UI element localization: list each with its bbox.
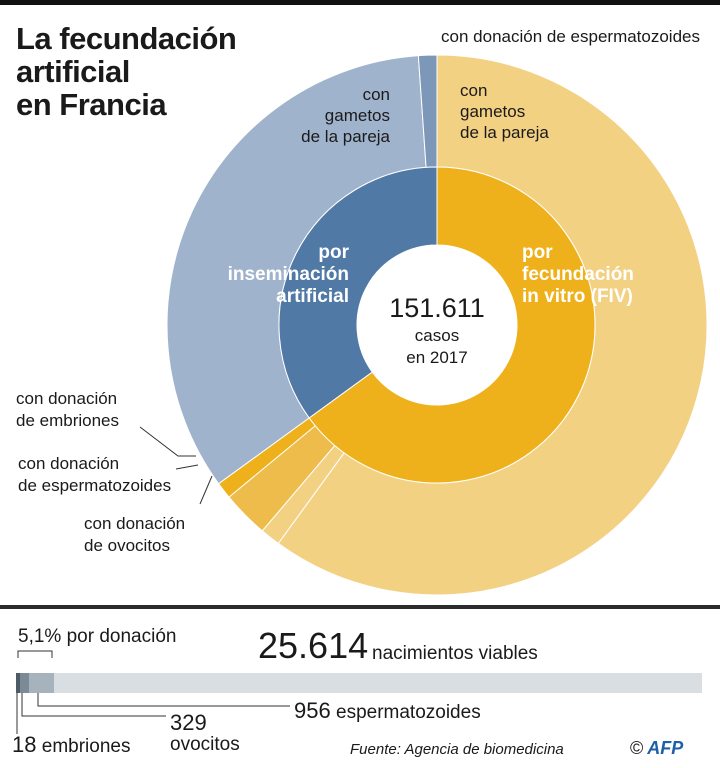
emb-number: 18 [12,732,37,757]
label-ia-pareja-3: de la pareja [301,127,390,146]
callout-embriones [139,426,196,457]
label-fiv-esperma-2: de espermatozoides [18,476,171,495]
label-fiv-2: fecundación [522,264,634,285]
copyright-symbol: © [630,738,644,758]
donation-percent: 5,1% por donación [18,626,176,648]
label-fiv-pareja-2: gametos [460,102,525,121]
label-embriones-1: con donación [16,389,117,408]
donut-chart: 151.611 casos en 2017 por inseminación a… [16,27,708,596]
births-total: 25.614 [258,625,369,666]
births-bar-segment-1 [20,673,29,693]
label-ia-1: por [318,242,349,263]
emb-text: embriones [41,736,131,757]
label-fiv-3: in vitro (FIV) [522,286,633,307]
label-ia-pareja-1: con [363,85,390,104]
label-fiv-esperma-1: con donación [18,454,119,473]
births-bar-segment-2 [28,673,55,693]
donation-percent-text: % por donación [44,626,177,647]
label-ia-2: inseminación [228,264,349,285]
page-title: La fecundación artificial en Francia [16,21,237,122]
leader-ovo [21,693,166,717]
title-line-3: en Francia [16,87,167,122]
births-bar-track [16,673,702,693]
label-ia-pareja-2: gametos [325,106,390,125]
births-bar-segment-0 [16,673,20,693]
label-ovocitos-1: con donación [84,514,185,533]
center-line-1: casos [415,326,459,345]
label-ia-esperma: con donación de espermatozoides [441,27,700,46]
afp-logo: AFP [647,738,684,758]
label-fiv-1: por [522,242,553,263]
label-ovocitos-2: de ovocitos [84,536,170,555]
credit: © AFP [630,738,683,758]
label-fiv-pareja-1: con [460,81,487,100]
leader-sperm [37,693,290,707]
donation-percent-value: 5,1 [18,626,45,647]
sperm-text: espermatozoides [336,702,481,723]
annotation-ovo: 329 ovocitos [170,712,240,756]
annotation-sperm: 956 espermatozoides [294,700,481,724]
annotation-emb: 18 embriones [12,734,130,758]
label-embriones-2: de embriones [16,411,119,430]
sperm-number: 956 [294,698,331,723]
ovo-number: 329 [170,710,207,735]
title-line-1: La fecundación [16,21,237,56]
source-note: Fuente: Agencia de biomedicina [350,741,564,758]
callout-ovocitos [199,475,213,505]
ovo-text: ovocitos [170,734,240,755]
section-divider [0,605,720,609]
label-fiv-pareja-3: de la pareja [460,123,549,142]
title-line-2: artificial [16,54,130,89]
center-total: 151.611 [389,293,485,323]
center-hole [357,245,517,405]
callout-fiv-esperma [175,464,199,470]
births-label: nacimientos viables [372,643,538,664]
top-rule [0,0,720,5]
label-ia-3: artificial [276,286,349,307]
bracket-line [17,650,53,658]
center-line-2: en 2017 [406,348,467,367]
